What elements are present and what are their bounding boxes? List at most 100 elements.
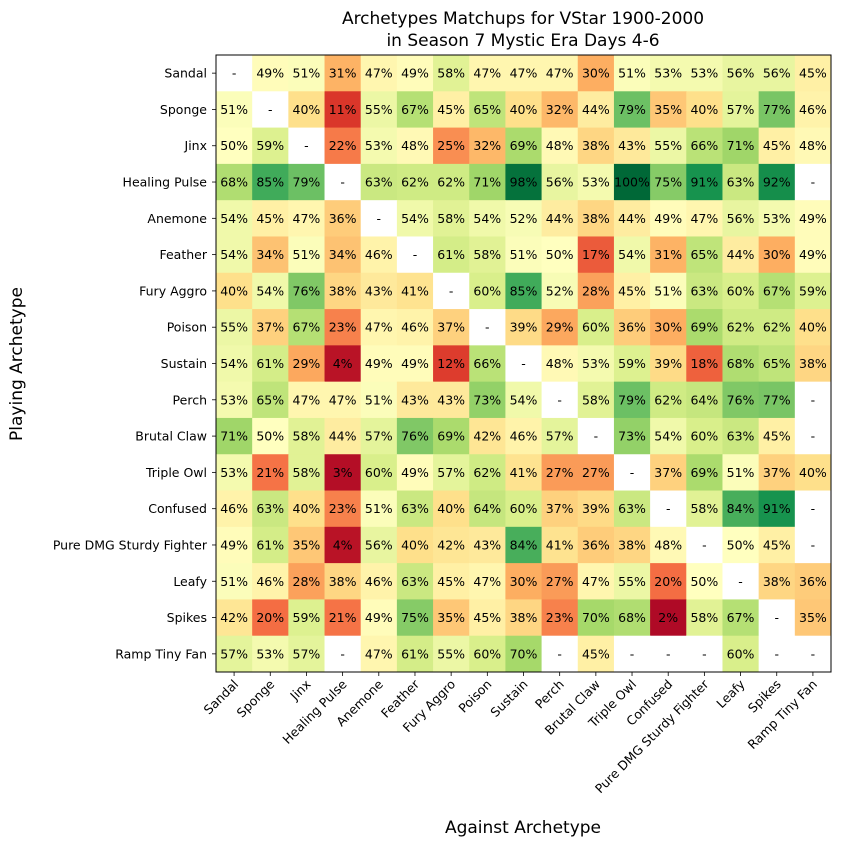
- heatmap-cell: [722, 91, 760, 129]
- cell-value-label: 62%: [473, 465, 501, 480]
- cell-value-label: 41%: [510, 465, 538, 480]
- cell-value-label: 75%: [654, 175, 682, 190]
- y-tick-label: Sustain: [161, 356, 207, 371]
- cell-value-label: 49%: [401, 356, 429, 371]
- heatmap-cell: [794, 200, 832, 237]
- cell-value-label: 44%: [727, 247, 755, 262]
- heatmap-cell: [613, 127, 651, 165]
- cell-value-label: 55%: [654, 138, 682, 153]
- cell-value-label: 71%: [727, 138, 755, 153]
- y-tick-label: Poison: [167, 320, 207, 335]
- cell-value-label: 48%: [654, 537, 682, 552]
- cell-value-label: 44%: [329, 429, 357, 444]
- heatmap-cell: [794, 381, 832, 419]
- cell-value-label: -: [811, 537, 816, 552]
- y-tick-label: Ramp Tiny Fan: [115, 646, 207, 661]
- cell-value-label: 39%: [582, 501, 610, 516]
- heatmap-cell: [758, 91, 796, 129]
- heatmap-cell: [577, 417, 615, 455]
- cell-value-label: 31%: [329, 66, 357, 81]
- cell-value-label: 51%: [727, 465, 755, 480]
- cell-value-label: -: [702, 537, 707, 552]
- cell-value-label: 43%: [365, 283, 393, 298]
- cell-value-label: 47%: [473, 574, 501, 589]
- cell-value-label: 58%: [582, 392, 610, 407]
- cell-value-label: 38%: [510, 610, 538, 625]
- heatmap-cell: [722, 526, 760, 564]
- cell-value-label: 42%: [220, 610, 248, 625]
- heatmap-cell: [288, 563, 326, 600]
- heatmap-cell: [650, 599, 687, 637]
- cell-value-label: 55%: [618, 574, 646, 589]
- cell-value-label: 49%: [220, 537, 248, 552]
- cell-value-label: 77%: [763, 102, 791, 117]
- cell-value-label: -: [232, 66, 237, 81]
- heatmap-cell: [469, 91, 506, 129]
- heatmap-cell: [433, 272, 470, 310]
- cell-value-label: 38%: [329, 574, 357, 589]
- heatmap-cell: [216, 381, 253, 419]
- cell-value-label: 39%: [654, 356, 682, 371]
- heatmap-cell: [396, 55, 434, 92]
- cell-value-label: 53%: [256, 646, 284, 661]
- cell-value-label: 49%: [401, 66, 429, 81]
- heatmap-cell: [216, 272, 253, 310]
- heatmap-cell: [396, 635, 434, 673]
- heatmap-cell: [324, 563, 362, 600]
- heatmap-cell: [758, 345, 796, 383]
- x-tick-label: Jinx: [286, 677, 313, 704]
- heatmap-cell: [613, 417, 651, 455]
- heatmap-cell: [469, 490, 506, 528]
- cell-value-label: -: [413, 247, 418, 262]
- heatmap-cell: [216, 163, 253, 201]
- heatmap-cell: [650, 563, 687, 600]
- cell-value-label: -: [774, 646, 779, 661]
- cell-value-label: 52%: [510, 211, 538, 226]
- cell-value-label: 35%: [293, 537, 321, 552]
- cell-value-label: 57%: [365, 429, 393, 444]
- cell-value-label: 44%: [618, 211, 646, 226]
- heatmap-cell: [252, 345, 289, 383]
- heatmap-cell: [433, 635, 470, 673]
- cell-value-label: 18%: [690, 356, 718, 371]
- cell-value-label: 63%: [365, 175, 393, 190]
- heatmap-cell: [613, 309, 651, 346]
- heatmap-cell: [613, 599, 651, 637]
- cell-value-label: 60%: [365, 465, 393, 480]
- heatmap-cell: [252, 417, 289, 455]
- heatmap-cell: [288, 236, 326, 274]
- cell-value-label: 71%: [220, 429, 248, 444]
- heatmap-cell: [613, 381, 651, 419]
- heatmap-cell: [324, 454, 362, 492]
- x-tick-label: Sustain: [487, 677, 530, 720]
- heatmap-cell: [433, 381, 470, 419]
- cell-value-label: 36%: [618, 320, 646, 335]
- cell-value-label: 47%: [582, 574, 610, 589]
- heatmap-cell: [758, 454, 796, 492]
- cell-value-label: 43%: [473, 537, 501, 552]
- heatmap-cell: [650, 272, 687, 310]
- heatmap-cell: [794, 236, 832, 274]
- cell-value-label: 40%: [690, 102, 718, 117]
- cell-value-label: 57%: [727, 102, 755, 117]
- heatmap-cell: [396, 272, 434, 310]
- cell-value-label: -: [811, 501, 816, 516]
- heatmap-cell: [541, 417, 579, 455]
- cell-value-label: 20%: [654, 574, 682, 589]
- heatmap-cell: [722, 163, 760, 201]
- cell-value-label: 31%: [654, 247, 682, 262]
- cell-value-label: 60%: [727, 646, 755, 661]
- y-tick-label: Anemone: [147, 211, 207, 226]
- cell-value-label: 65%: [690, 247, 718, 262]
- heatmap-cell: [469, 309, 506, 346]
- cell-value-label: 69%: [437, 429, 465, 444]
- cell-value-label: 54%: [618, 247, 646, 262]
- heatmap-cell: [758, 599, 796, 637]
- cell-value-label: -: [340, 646, 345, 661]
- cell-value-label: -: [738, 574, 743, 589]
- cell-value-label: 67%: [763, 283, 791, 298]
- cell-value-label: 30%: [582, 66, 610, 81]
- heatmap-cell: [613, 200, 651, 237]
